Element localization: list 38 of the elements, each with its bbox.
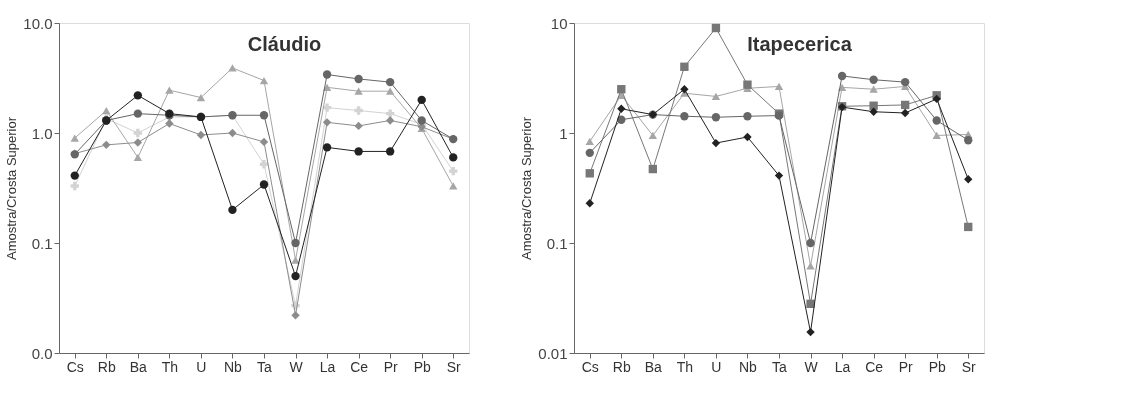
y-tick-label: 0.0	[31, 344, 53, 362]
x-tick-label: Th	[676, 358, 694, 375]
x-tick-label: Th	[161, 358, 179, 375]
y-tick-label: 0.01	[538, 344, 568, 362]
x-tick-label: Ta	[772, 358, 788, 375]
x-tick-label: Nb	[224, 358, 243, 375]
x-tick-label: Sr	[446, 358, 462, 375]
x-tick-label: Rb	[97, 358, 116, 375]
x-tick-label: Ba	[644, 358, 663, 375]
y-tick-label: 0.1	[31, 234, 53, 252]
x-tick-label: Nb	[739, 358, 758, 375]
x-tick-label: Pr	[898, 358, 913, 375]
y-tick-label: 0.1	[546, 234, 568, 252]
x-tick-label: Pb	[928, 358, 946, 375]
x-tick-label: U	[711, 358, 722, 375]
x-tick-label: Sr	[961, 358, 977, 375]
x-tick-label: W	[289, 358, 304, 375]
y-axis-title: Amostra/Crosta Superior	[519, 116, 535, 261]
text: Cláudio	[247, 33, 322, 55]
y-tick-label: 1	[559, 124, 568, 142]
x-tick-label: Pr	[383, 358, 398, 375]
x-tick-label: Rb	[612, 358, 631, 375]
y-axis-title: Amostra/Crosta Superior	[4, 116, 20, 261]
y-tick-label: 1.0	[31, 124, 53, 142]
x-tick-label: La	[834, 358, 851, 375]
x-tick-label: Pb	[413, 358, 431, 375]
x-tick-label: Ce	[865, 358, 884, 375]
y-tick-label: 10.0	[23, 14, 53, 32]
x-tick-label: U	[196, 358, 207, 375]
text: Itapecerica	[747, 33, 853, 55]
y-tick-label: 10	[550, 14, 568, 32]
x-tick-label: Cs	[66, 358, 84, 375]
x-tick-label: La	[319, 358, 336, 375]
x-tick-label: Ce	[350, 358, 369, 375]
x-tick-label: Ta	[257, 358, 273, 375]
x-tick-label: Ba	[129, 358, 148, 375]
x-tick-label: Cs	[581, 358, 599, 375]
x-tick-label: W	[804, 358, 819, 375]
